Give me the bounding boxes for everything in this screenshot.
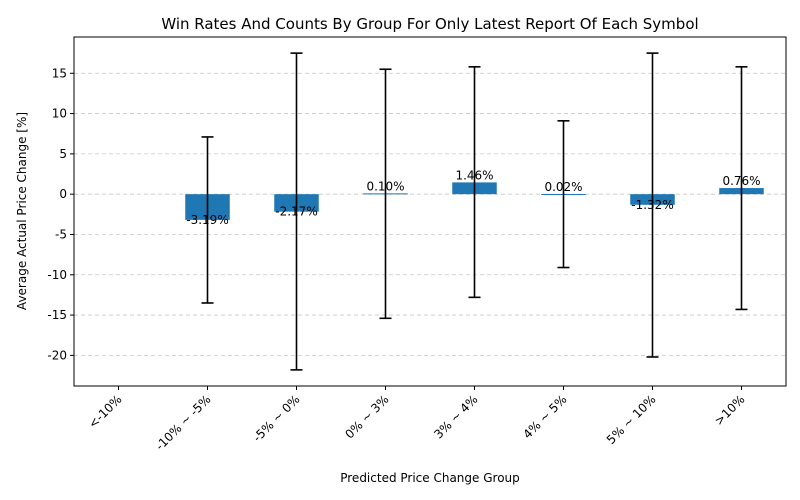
data-label: -1.32% bbox=[631, 198, 673, 212]
x-tick-label: -10% ~ -5% bbox=[153, 392, 214, 453]
y-ticks: -20 -15 -10 -5 0 5 10 15 bbox=[47, 66, 74, 362]
error-bars bbox=[201, 52, 748, 371]
x-axis-label: Predicted Price Change Group bbox=[340, 471, 520, 485]
y-tick-label: -5 bbox=[55, 227, 67, 241]
y-tick-label: -15 bbox=[47, 308, 67, 322]
x-tick-label: 5% ~ 10% bbox=[604, 392, 659, 447]
y-tick-label: 15 bbox=[52, 66, 67, 80]
x-ticks: <-10% -10% ~ -5% -5% ~ 0% 0% ~ 3% 3% ~ 4% 4% … bbox=[86, 386, 748, 453]
chart-title: Win Rates And Counts By Group For Only L… bbox=[161, 15, 698, 33]
x-tick-label: 3% ~ 4% bbox=[431, 392, 480, 441]
data-label: 0.76% bbox=[722, 174, 760, 188]
y-tick-label: -10 bbox=[47, 268, 67, 282]
x-tick-label: 0% ~ 3% bbox=[342, 392, 391, 441]
x-tick-label: -5% ~ 0% bbox=[250, 392, 302, 444]
x-tick-label: >10% bbox=[712, 392, 748, 428]
y-tick-label: 0 bbox=[59, 187, 67, 201]
x-tick-label: <-10% bbox=[86, 392, 125, 431]
y-tick-label: 10 bbox=[52, 107, 67, 121]
data-label: 0.10% bbox=[366, 179, 404, 193]
plot-frame bbox=[73, 36, 787, 387]
data-label: 1.46% bbox=[455, 168, 493, 182]
data-label: -3.19% bbox=[186, 213, 228, 227]
grid-lines bbox=[74, 72, 786, 356]
data-label: -2.17% bbox=[275, 205, 317, 219]
data-label: 0.02% bbox=[544, 180, 582, 194]
y-tick-label: -20 bbox=[47, 348, 67, 362]
data-labels: -3.19% -2.17% 0.10% 1.46% 0.02% -1.32% 0.76% bbox=[186, 168, 760, 226]
y-axis-label: Average Actual Price Change [%] bbox=[15, 112, 29, 310]
y-tick-label: 5 bbox=[59, 147, 67, 161]
x-tick-label: 4% ~ 5% bbox=[520, 392, 569, 441]
